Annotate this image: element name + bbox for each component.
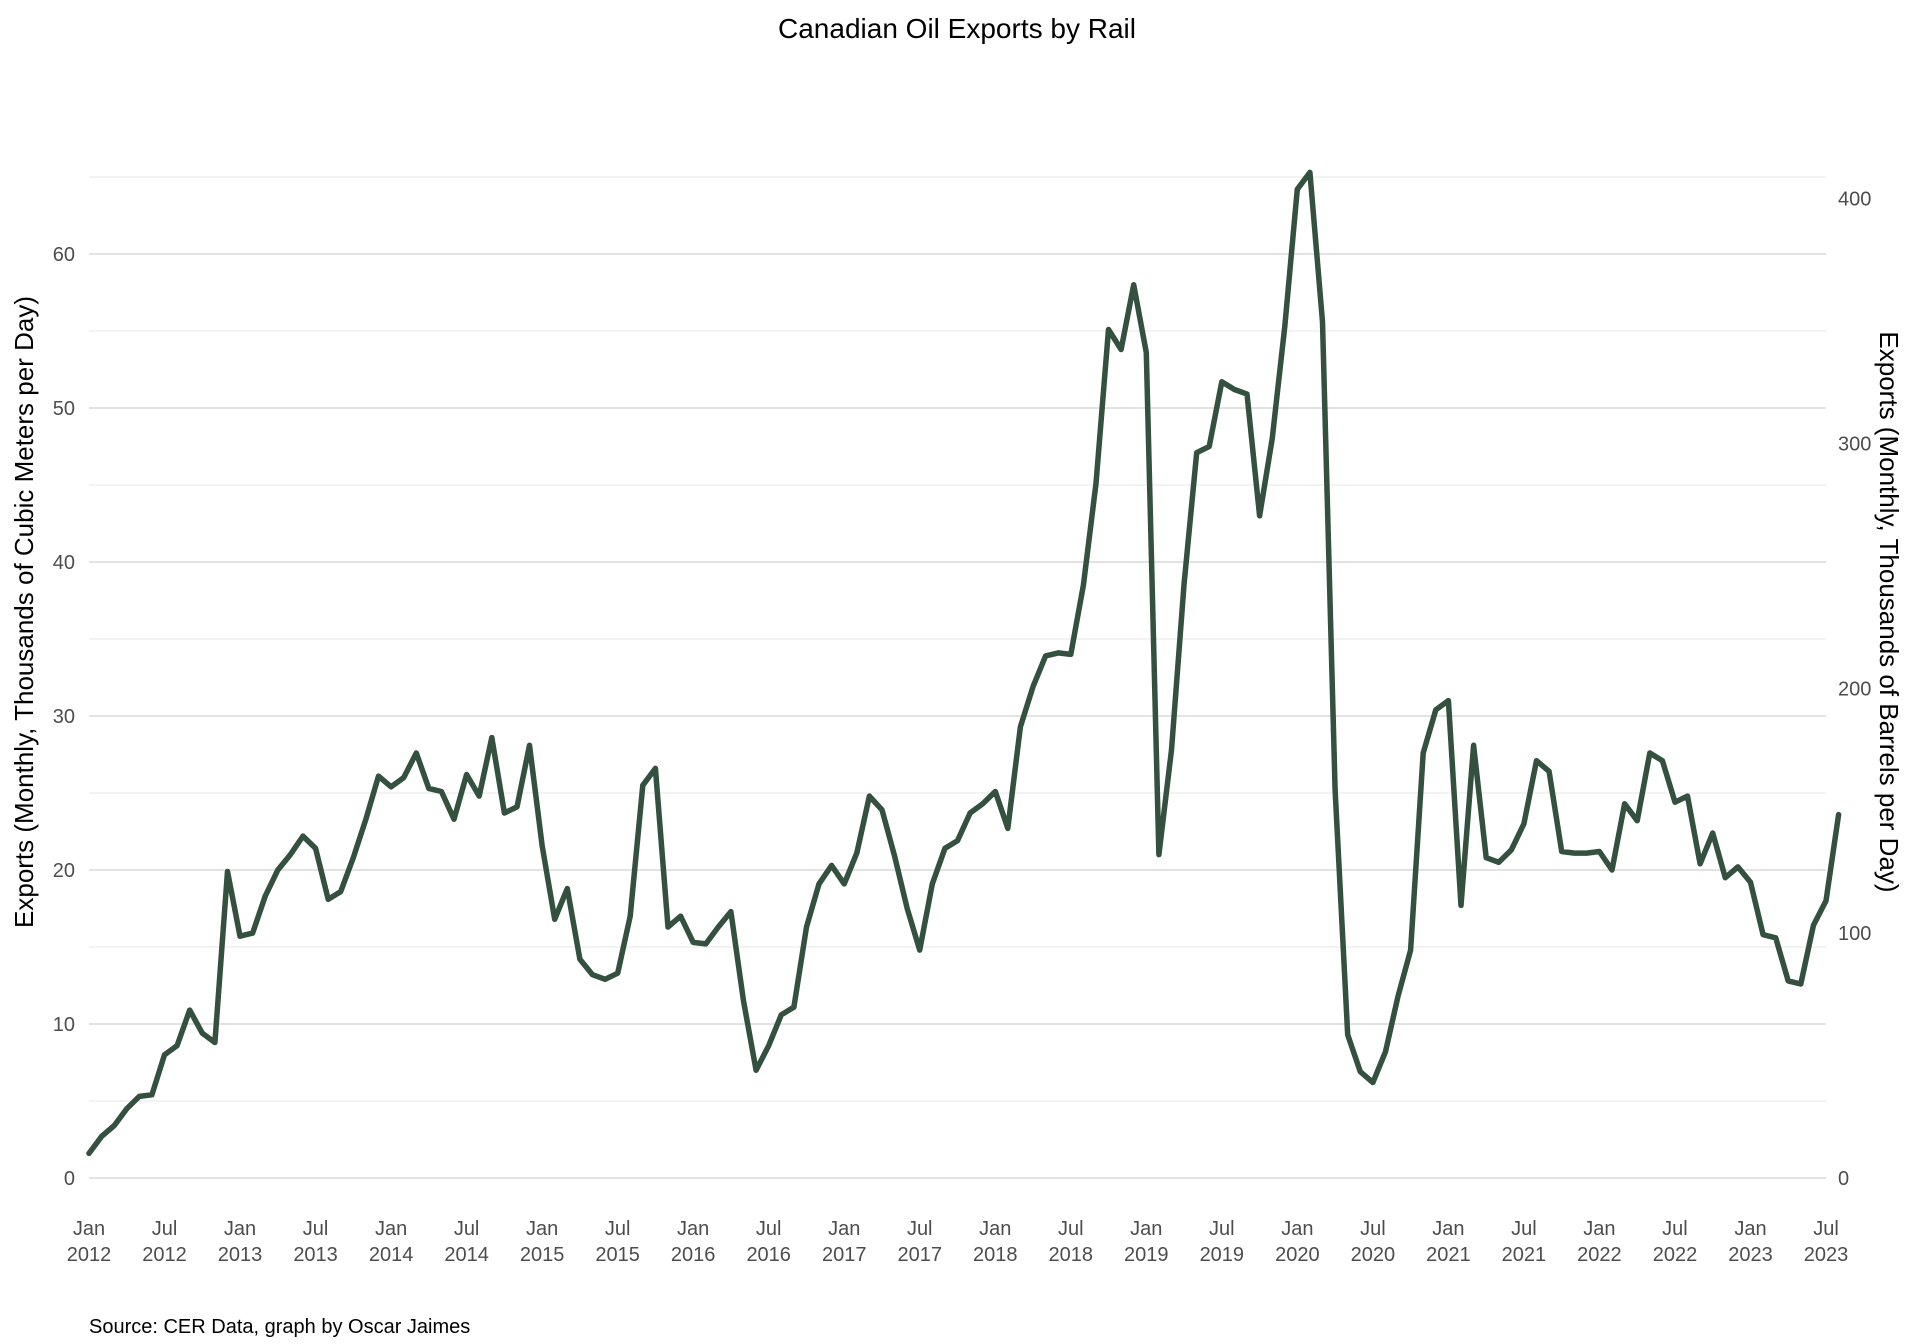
x-tick-label: Jan 2023: [1728, 1218, 1773, 1266]
x-tick-label: Jul 2015: [595, 1218, 640, 1266]
x-tick-label: Jul 2023: [1804, 1218, 1849, 1266]
y-axis-right-title: Exports (Monthly, Thousands of Barrels p…: [1874, 331, 1904, 892]
x-tick-label: Jan 2018: [973, 1218, 1018, 1266]
y-tick-label: 60: [53, 244, 75, 266]
y-axis-left-ticks: 0 10 20 30 40 50 60: [53, 244, 75, 1190]
y2-tick-label: 200: [1838, 678, 1871, 700]
x-tick-label: Jul 2016: [746, 1218, 791, 1266]
y-tick-label: 0: [64, 1168, 75, 1190]
gridlines: [89, 176, 1826, 1179]
y2-tick-label: 400: [1838, 189, 1871, 211]
y-tick-label: 50: [53, 398, 75, 420]
x-tick-label: Jan 2012: [67, 1218, 112, 1266]
source-caption: Source: CER Data, graph by Oscar Jaimes: [89, 1316, 470, 1338]
x-tick-label: Jul 2022: [1653, 1218, 1698, 1266]
x-tick-label: Jan 2019: [1124, 1218, 1169, 1266]
x-tick-label: Jul 2013: [293, 1218, 338, 1266]
y-tick-label: 30: [53, 706, 75, 728]
series-line-0: [86, 169, 1842, 1157]
y-tick-label: 20: [53, 860, 75, 882]
x-tick-label: Jan 2020: [1275, 1218, 1320, 1266]
x-tick-label: Jan 2021: [1426, 1218, 1471, 1266]
x-tick-label: Jan 2013: [218, 1218, 263, 1266]
x-tick-label: Jul 2020: [1351, 1218, 1396, 1266]
x-tick-label: Jan 2016: [671, 1218, 716, 1266]
x-tick-label: Jul 2017: [897, 1218, 942, 1266]
chart-title: Canadian Oil Exports by Rail: [778, 13, 1136, 44]
x-tick-label: Jul 2021: [1502, 1218, 1547, 1266]
x-axis-ticks: Jan 2012 Jul 2012 Jan 2013 Jul 2013 Jan 2014 Jul 20…: [67, 1218, 1849, 1266]
x-tick-label: Jul 2014: [444, 1218, 489, 1266]
x-tick-label: Jul 2019: [1200, 1218, 1245, 1266]
y2-tick-label: 0: [1838, 1168, 1849, 1190]
y-axis-left-title: Exports (Monthly, Thousands of Cubic Met…: [9, 296, 39, 928]
x-tick-label: Jul 2018: [1049, 1218, 1094, 1266]
x-tick-label: Jan 2022: [1577, 1218, 1622, 1266]
x-tick-label: Jan 2015: [520, 1218, 565, 1266]
y-tick-label: 10: [53, 1014, 75, 1036]
series-layer: [86, 169, 1842, 1157]
y2-tick-label: 100: [1838, 923, 1871, 945]
x-tick-label: Jan 2017: [822, 1218, 867, 1266]
y-axis-right-ticks: 0 100 200 300 400: [1838, 189, 1871, 1190]
y2-tick-label: 300: [1838, 433, 1871, 455]
x-tick-label: Jan 2014: [369, 1218, 414, 1266]
y-tick-label: 40: [53, 552, 75, 574]
x-tick-label: Jul 2012: [142, 1218, 187, 1266]
